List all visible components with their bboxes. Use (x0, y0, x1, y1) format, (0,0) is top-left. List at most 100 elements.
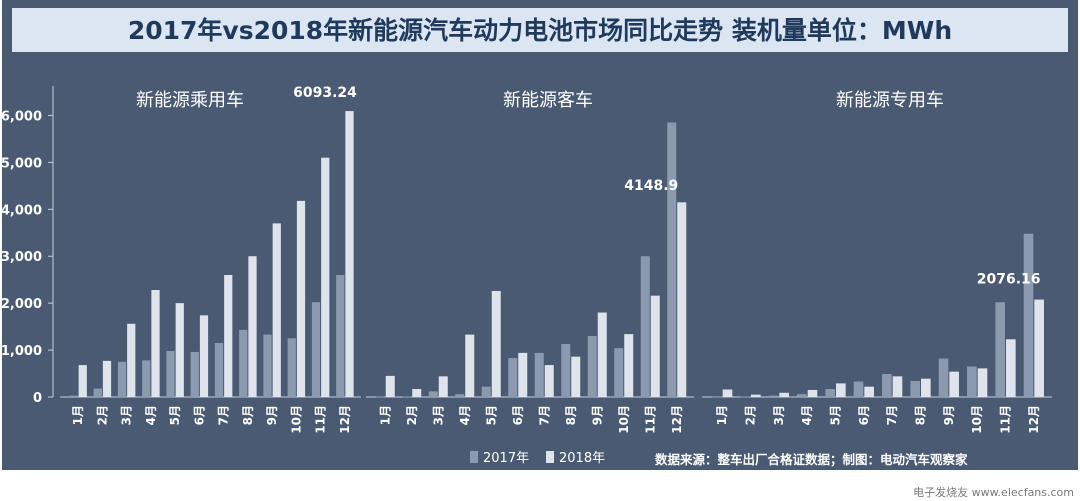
bar-2018-7 (892, 376, 903, 397)
bar-2017-5 (825, 389, 835, 397)
bar-2018-9 (949, 371, 959, 397)
bar-2017-9 (938, 358, 949, 397)
legend-label-2017: 2017年 (483, 451, 529, 466)
x-tick-label: 6月 (511, 405, 525, 425)
bar-2018-3 (127, 323, 136, 397)
bar-2018-4 (465, 334, 475, 397)
bar-2018-6 (864, 386, 874, 397)
x-tick-label: 12月 (1027, 405, 1041, 434)
bar-2017-6 (508, 358, 518, 397)
bar-2018-11 (1006, 339, 1016, 397)
bar-2018-2 (412, 389, 422, 397)
x-tick-label: 7月 (885, 405, 899, 425)
bar-2017-9 (587, 336, 597, 397)
x-tick-label: 4月 (458, 405, 472, 425)
x-tick-label: 12月 (338, 405, 352, 434)
bar-2017-6 (190, 351, 199, 397)
bar-2017-11 (640, 256, 650, 397)
x-tick-label: 1月 (378, 405, 392, 425)
bar-2018-8 (921, 378, 931, 397)
bar-2018-5 (491, 290, 501, 397)
bar-2018-8 (571, 356, 581, 397)
bar-2018-9 (597, 312, 607, 397)
panel-3: 新能源专用车 1月 2月 3月 4月 5月 6月 7月 8月 9月 10月 11月 12月 2076.16 (702, 90, 1052, 434)
bar-2018-5 (836, 383, 846, 397)
x-tick-label: 3月 (772, 405, 786, 425)
bar-2018-10 (977, 368, 988, 397)
x-tick-label: 11月 (999, 405, 1013, 434)
bar-2018-2 (102, 360, 112, 397)
bar-2018-7 (224, 275, 233, 397)
bar-2018-6 (518, 352, 528, 397)
bar-2017-8 (910, 381, 920, 397)
bar-2018-2 (751, 394, 761, 397)
bar-2018-12 (1034, 299, 1044, 397)
bar-2018-1 (385, 375, 395, 397)
bar-2017-7 (214, 343, 224, 397)
bar-2017-9 (263, 334, 272, 397)
bar-2017-2 (740, 396, 750, 398)
x-tick-label: 4月 (800, 405, 814, 425)
bar-2018-4 (807, 389, 818, 397)
y-tick-label: 1,000 (1, 344, 42, 359)
bar-2017-2 (402, 396, 412, 398)
bar-2017-3 (117, 361, 127, 397)
bar-2017-5 (481, 386, 491, 397)
bar-2017-12 (1023, 233, 1034, 397)
bar-2017-11 (995, 302, 1005, 397)
bar-2017-4 (455, 394, 465, 397)
x-tick-label: 2月 (95, 405, 109, 425)
bar-2017-8 (239, 329, 248, 397)
x-tick-label: 6月 (857, 405, 871, 425)
bar-2017-12 (336, 275, 345, 397)
data-label-2018-12: 6093.24 (293, 85, 357, 101)
bar-2018-1 (78, 365, 87, 397)
y-tick-label: 6,000 (1, 109, 42, 124)
panel-1: 新能源乘用车 1月 2月 3月 4月 5月 6月 7月 8月 9月 10月 11月 12月 6093.24 (60, 85, 361, 434)
bar-2017-1 (712, 396, 722, 398)
chart-title: 2017年vs2018年新能源汽车动力电池市场同比走势 装机量单位：MWh (128, 16, 952, 45)
x-tick-label: 5月 (168, 405, 182, 425)
bar-2017-6 (853, 381, 864, 397)
x-tick-label: 7月 (537, 405, 551, 425)
x-tick-label: 11月 (643, 405, 657, 434)
data-label-2018-12: 4148.9 (624, 178, 678, 194)
bar-2017-4 (797, 394, 807, 397)
x-tick-label: 4月 (144, 405, 158, 425)
bar-2018-3 (779, 392, 789, 397)
bar-2018-11 (650, 295, 660, 397)
x-tick-label: 1月 (715, 405, 729, 425)
x-tick-label: 10月 (970, 405, 984, 434)
bar-2018-9 (272, 223, 281, 397)
data-label-2018-12: 2076.16 (977, 272, 1041, 288)
x-tick-label: 5月 (484, 405, 498, 425)
x-tick-label: 11月 (314, 405, 328, 434)
source-note: 数据来源：整车出厂合格证数据；制图：电动汽车观察家 (654, 452, 968, 467)
y-axis: 0 1,000 2,000 3,000 4,000 5,000 6,000 (1, 86, 54, 406)
bar-2018-11 (321, 157, 330, 397)
bar-2018-7 (544, 365, 554, 397)
bar-2017-1 (69, 395, 78, 397)
bar-2017-7 (534, 352, 544, 397)
x-tick-label: 2月 (744, 405, 758, 425)
bar-2018-10 (624, 334, 634, 397)
bar-2017-3 (428, 391, 438, 397)
bar-2017-10 (287, 338, 296, 397)
watermark: 电子发烧友 www.elecfans.com (913, 485, 1074, 499)
bar-2017-5 (166, 351, 175, 397)
x-tick-label: 8月 (241, 405, 255, 425)
bar-2018-10 (296, 200, 306, 397)
y-tick-label: 2,000 (1, 297, 42, 312)
bar-2018-6 (199, 315, 209, 397)
chart-panels: 新能源乘用车 1月 2月 3月 4月 5月 6月 7月 8月 9月 10月 11月 12月 6093.24… (60, 85, 1052, 434)
bar-2017-10 (614, 348, 624, 397)
x-tick-label: 5月 (829, 405, 843, 425)
legend-swatch-2017 (470, 451, 478, 463)
x-tick-label: 9月 (590, 405, 604, 425)
x-tick-label: 3月 (431, 405, 445, 425)
x-tick-label: 2月 (405, 405, 419, 425)
bar-2017-8 (561, 343, 571, 397)
bar-2017-12 (667, 122, 677, 397)
chart-background (2, 0, 1078, 470)
